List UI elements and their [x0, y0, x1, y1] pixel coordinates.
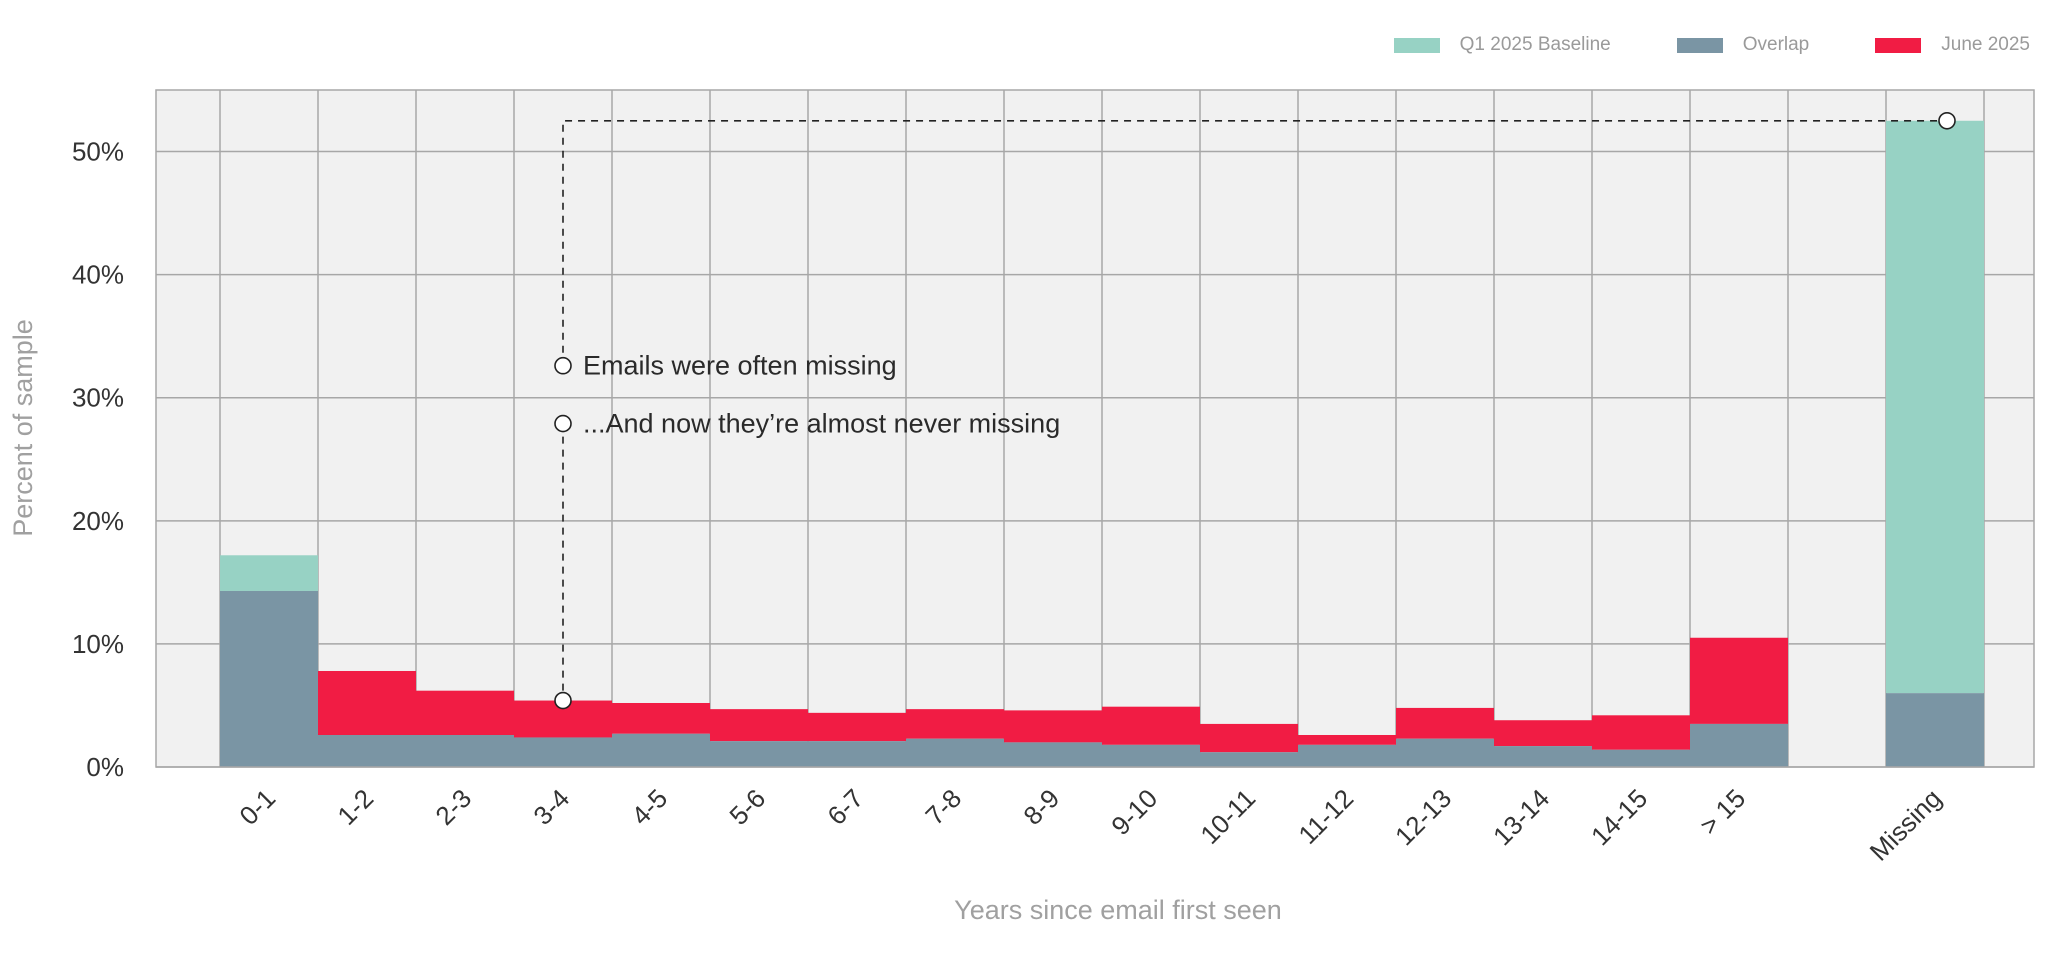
annotation-never-missing: ...And now they’re almost never missing — [583, 409, 1060, 439]
bar-june — [1690, 637, 1788, 724]
bar-june — [318, 670, 416, 735]
annotation-often-missing: Emails were often missing — [583, 351, 897, 381]
bar-overlap — [1886, 693, 1984, 767]
x-tick-label: 14-15 — [1585, 783, 1653, 851]
y-tick-label: 40% — [72, 260, 124, 290]
bar-overlap — [1592, 749, 1690, 767]
bar-june — [416, 690, 514, 735]
bar-overlap — [416, 734, 514, 767]
bar-june — [1102, 706, 1200, 745]
legend-label-june: June 2025 — [1941, 34, 2030, 55]
bar-overlap — [514, 737, 612, 767]
bar-overlap — [906, 738, 1004, 767]
legend: Q1 2025 Baseline Overlap June 2025 — [1393, 34, 2030, 56]
bar-june — [808, 712, 906, 742]
legend-swatch-june — [1875, 37, 1922, 53]
x-tick-label: 3-4 — [527, 783, 575, 831]
bar-overlap — [808, 741, 906, 767]
x-tick-label: Missing — [1864, 783, 1948, 867]
bar-june — [1494, 720, 1592, 747]
y-tick-label: 50% — [72, 137, 124, 167]
y-tick-label: 30% — [72, 383, 124, 413]
x-tick-label: 5-6 — [723, 783, 771, 831]
y-axis-title: Percent of sample — [8, 319, 38, 537]
x-tick-label: 7-8 — [919, 783, 967, 831]
legend-item-june: June 2025 — [1875, 34, 2030, 56]
x-tick-label: 8-9 — [1017, 783, 1065, 831]
plot-frame — [155, 89, 2035, 768]
x-tick-label: 2-3 — [429, 783, 477, 831]
bar-overlap — [710, 741, 808, 767]
x-axis-title: Years since email first seen — [954, 895, 1282, 925]
bar-june — [710, 709, 808, 742]
annotation-marker — [1938, 111, 1956, 130]
bar-baseline — [1886, 120, 1984, 694]
legend-item-baseline: Q1 2025 Baseline — [1393, 34, 1611, 56]
x-tick-label: > 15 — [1694, 783, 1752, 841]
bar-overlap — [220, 590, 318, 767]
y-tick-label: 0% — [86, 752, 124, 782]
x-tick-label: 6-7 — [821, 783, 869, 831]
y-tick-label: 20% — [72, 506, 124, 536]
bar-overlap — [1690, 723, 1788, 767]
legend-item-overlap: Overlap — [1676, 34, 1810, 56]
annotation-marker — [554, 356, 572, 375]
bar-overlap — [1200, 752, 1298, 767]
bar-baseline — [220, 555, 318, 591]
y-tick-label: 10% — [72, 629, 124, 659]
x-tick-label: 1-2 — [331, 783, 379, 831]
legend-label-overlap: Overlap — [1742, 34, 1810, 55]
annotation-marker — [554, 414, 572, 433]
bar-june — [1004, 710, 1102, 743]
x-tick-label: 12-13 — [1389, 783, 1457, 851]
annotation-connector-missing — [562, 119, 1947, 366]
bar-june — [1200, 723, 1298, 753]
legend-swatch-baseline — [1393, 37, 1440, 53]
bar-overlap — [1494, 746, 1592, 767]
bar-overlap — [1298, 744, 1396, 767]
bar-june — [1396, 707, 1494, 739]
x-tick-label: 9-10 — [1105, 783, 1163, 841]
x-tick-label: 4-5 — [625, 783, 673, 831]
bar-overlap — [1102, 744, 1200, 767]
bar-overlap — [1004, 742, 1102, 767]
bar-overlap — [318, 734, 416, 767]
x-tick-label: 0-1 — [233, 783, 281, 831]
x-tick-label: 10-11 — [1194, 783, 1261, 850]
bar-june — [612, 702, 710, 734]
bar-june — [906, 709, 1004, 739]
bar-overlap — [612, 733, 710, 767]
bar-overlap — [1396, 738, 1494, 767]
legend-swatch-overlap — [1676, 37, 1723, 53]
annotation-marker — [554, 691, 572, 710]
x-tick-label: 13-14 — [1487, 783, 1555, 851]
x-tick-label: 11-12 — [1292, 783, 1359, 850]
bar-june — [1592, 715, 1690, 750]
bar-june — [1298, 734, 1396, 745]
legend-label-baseline: Q1 2025 Baseline — [1459, 34, 1611, 55]
